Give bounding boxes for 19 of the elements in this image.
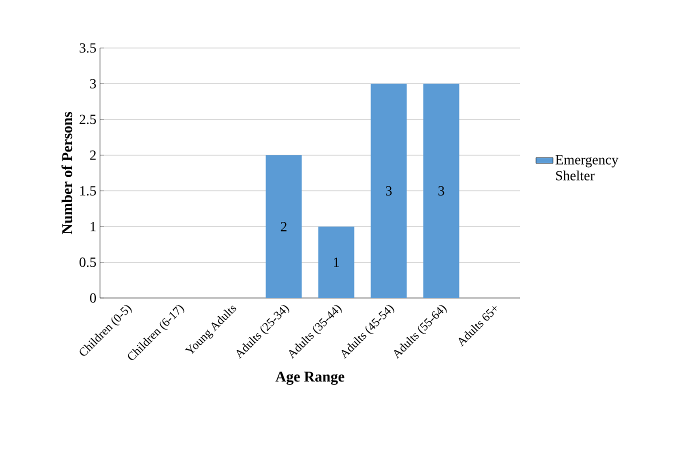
legend-label: Emergency Shelter <box>556 155 618 180</box>
bar <box>318 226 354 298</box>
y-tick-label: 1 <box>90 222 96 232</box>
y-tick-label: 0.5 <box>80 258 96 268</box>
y-axis-title: Number of Persons <box>62 112 72 234</box>
bar <box>266 155 302 298</box>
y-tick-label: 3 <box>90 79 96 88</box>
bar <box>370 84 407 298</box>
data-label: 2 <box>280 222 286 232</box>
data-label: 3 <box>438 186 444 196</box>
y-tick-label: 0 <box>90 293 96 303</box>
y-tick-label: 2.5 <box>80 114 96 124</box>
data-label: 3 <box>386 186 392 196</box>
y-tick-label: 3.5 <box>80 43 96 53</box>
data-label: 1 <box>334 258 339 267</box>
y-tick-label: 1.5 <box>80 186 96 196</box>
x-axis-title: Age Range <box>275 372 344 385</box>
y-tick-label: 2 <box>90 150 96 160</box>
bar <box>423 84 460 298</box>
